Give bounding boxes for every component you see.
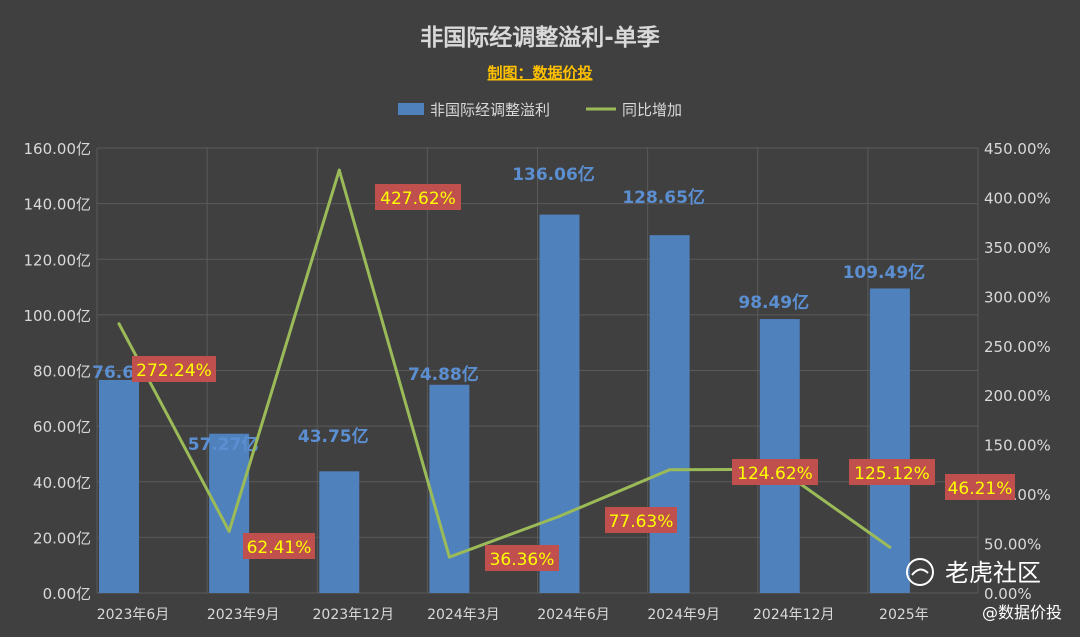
legend-label-line: 同比增加 xyxy=(622,101,682,119)
left-axis-tick-label: 120.00亿 xyxy=(24,251,92,269)
bar-data-label: 128.65亿 xyxy=(622,187,705,208)
bar-data-label: 98.49亿 xyxy=(738,292,809,313)
line-data-labels: 272.24% 62.41% 427.62% 36.36% 77.63% 124.62% 1… xyxy=(132,184,1015,571)
line-data-label-text: 124.62% xyxy=(737,464,813,484)
chart-title: 非国际经调整溢利-单季 xyxy=(420,24,660,51)
right-axis-tick-label: 150.00% xyxy=(984,437,1051,455)
right-axis-tick-label: 350.00% xyxy=(984,239,1051,257)
line-point xyxy=(117,322,121,326)
line-data-label-text: 46.21% xyxy=(948,479,1013,499)
left-axis-tick-label: 20.00亿 xyxy=(33,529,91,547)
watermark-brand: 老虎社区 xyxy=(906,558,1041,587)
bar-data-label: 43.75亿 xyxy=(298,426,369,447)
left-axis-tick-label: 60.00亿 xyxy=(33,418,91,436)
right-axis-tick-label: 300.00% xyxy=(984,288,1051,306)
line-data-label-bg xyxy=(945,474,1015,500)
line-point xyxy=(227,529,231,533)
left-axis-tick-label: 140.00亿 xyxy=(24,196,92,214)
legend-bar-swatch xyxy=(398,103,424,115)
bar-data-label: 57.27亿 xyxy=(188,434,259,455)
line-data-label-text: 36.36% xyxy=(490,550,555,570)
line-data-label-bg xyxy=(732,459,818,485)
bar-data-label: 74.88亿 xyxy=(408,364,479,385)
right-axis-tick-label: 0.00% xyxy=(984,585,1032,603)
right-axis-tick-label: 450.00% xyxy=(984,140,1051,158)
tiger-logo-icon xyxy=(906,558,934,586)
left-axis-tick-label: 100.00亿 xyxy=(24,307,92,325)
x-axis-tick-label: 2023年12月 xyxy=(313,607,394,623)
x-axis-tick-label: 2024年3月 xyxy=(427,607,500,623)
left-axis-tick-label: 80.00亿 xyxy=(33,363,91,381)
watermark-handle: @数据价投 xyxy=(982,603,1062,622)
line-point xyxy=(337,168,341,172)
bar xyxy=(759,319,800,593)
line-data-label-text: 272.24% xyxy=(136,361,212,381)
line-data-label: 125.12% xyxy=(849,459,935,485)
bar xyxy=(209,433,250,593)
line-point xyxy=(668,468,672,472)
line-data-label: 427.62% xyxy=(375,184,461,210)
line-data-label-text: 62.41% xyxy=(247,538,312,558)
line-data-label-text: 427.62% xyxy=(380,189,456,209)
line-data-label-bg xyxy=(132,356,216,382)
left-axis-tick-label: 0.00亿 xyxy=(43,585,91,603)
x-axis-tick-label: 2023年9月 xyxy=(207,607,280,623)
bar xyxy=(99,379,139,593)
right-axis: 0.00%50.00%100.00%150.00%200.00%250.00%3… xyxy=(984,140,1051,603)
bar-series xyxy=(99,214,910,593)
line-data-label-bg xyxy=(243,533,315,559)
line-data-label: 272.24% xyxy=(132,356,216,382)
bar xyxy=(869,288,910,593)
left-axis-tick-label: 40.00亿 xyxy=(33,474,91,492)
line-data-label-text: 125.12% xyxy=(854,464,930,484)
line-data-label-text: 77.63% xyxy=(609,512,674,532)
legend-label-bar: 非国际经调整溢利 xyxy=(430,101,550,119)
x-axis-tick-label: 2024年12月 xyxy=(753,607,834,623)
right-axis-tick-label: 250.00% xyxy=(984,338,1051,356)
bar-data-label: 109.49亿 xyxy=(843,262,926,283)
line-data-label: 62.41% xyxy=(243,533,315,559)
right-axis-tick-label: 50.00% xyxy=(984,536,1041,554)
bar xyxy=(429,384,470,593)
watermark-brand-text: 老虎社区 xyxy=(945,559,1041,587)
bar-data-label: 136.06亿 xyxy=(512,164,595,185)
line-point xyxy=(888,545,892,549)
bar xyxy=(319,471,360,593)
tiger-logo-stripe xyxy=(911,568,929,576)
x-axis-tick-label: 2024年9月 xyxy=(647,607,720,623)
line-data-label-bg xyxy=(849,459,935,485)
chart-subtitle: 制图：数据价投 xyxy=(487,64,592,82)
line-point xyxy=(447,555,451,559)
line-data-label-bg xyxy=(485,545,559,571)
bar xyxy=(539,214,580,593)
x-axis: 2023年6月 2023年9月 2023年12月 2024年3月 2024年6月 2024… xyxy=(97,607,929,623)
left-axis-tick-label: 160.00亿 xyxy=(24,140,92,158)
x-axis-tick-label: 2024年6月 xyxy=(537,607,610,623)
left-axis: 0.00亿 20.00亿 40.00亿 60.00亿 80.00亿 100.00亿 120.… xyxy=(24,140,92,603)
x-axis-tick-label: 2023年6月 xyxy=(97,607,170,623)
right-axis-tick-label: 200.00% xyxy=(984,387,1051,405)
line-data-label: 77.63% xyxy=(605,507,677,533)
line-point xyxy=(558,514,561,518)
x-axis-tick-label: 2025年 xyxy=(879,607,929,623)
line-data-label: 124.62% xyxy=(732,459,818,485)
line-data-label-bg xyxy=(375,184,461,210)
legend: 非国际经调整溢利 同比增加 xyxy=(398,101,682,119)
line-data-label: 46.21% xyxy=(945,474,1015,500)
bar xyxy=(649,235,690,593)
line-data-label-bg xyxy=(605,507,677,533)
right-axis-tick-label: 400.00% xyxy=(984,189,1051,207)
line-data-label: 36.36% xyxy=(485,545,559,571)
